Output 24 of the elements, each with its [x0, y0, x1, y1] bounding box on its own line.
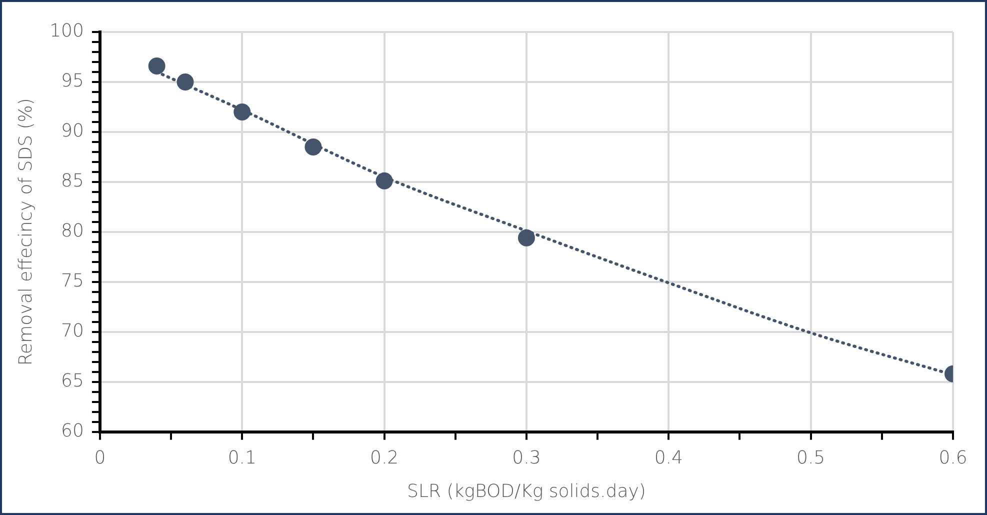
y-tick-label: 65 [61, 370, 84, 392]
point [176, 73, 194, 90]
point [518, 229, 535, 246]
point [376, 172, 393, 190]
y-tick-label: 70 [61, 320, 84, 342]
x-axis-title: SLR (kgBOD/Kg solids.day) [407, 480, 646, 502]
y-tick-label: 60 [61, 420, 84, 442]
x-tick-label: 0.3 [512, 447, 541, 468]
point [234, 103, 251, 120]
x-tick-label: 0.5 [796, 447, 826, 468]
x-tick-label: 0.4 [654, 447, 683, 468]
y-tick-label: 80 [61, 220, 84, 242]
x-tick-label: 0.2 [370, 447, 399, 468]
y-axis-title: Removal effecincy of SDS (%) [15, 98, 36, 366]
x-tick-label: 0 [94, 447, 106, 468]
y-tick-label: 75 [61, 270, 84, 292]
y-tick-label: 95 [61, 70, 84, 92]
point [304, 138, 322, 156]
x-tick-label: 0.6 [938, 447, 968, 468]
x-tick-label: 0.1 [228, 447, 256, 468]
point [148, 57, 166, 74]
y-tick-label: 90 [61, 120, 84, 142]
y-tick-label: 85 [61, 170, 84, 192]
y-tick-label: 100 [50, 20, 84, 42]
